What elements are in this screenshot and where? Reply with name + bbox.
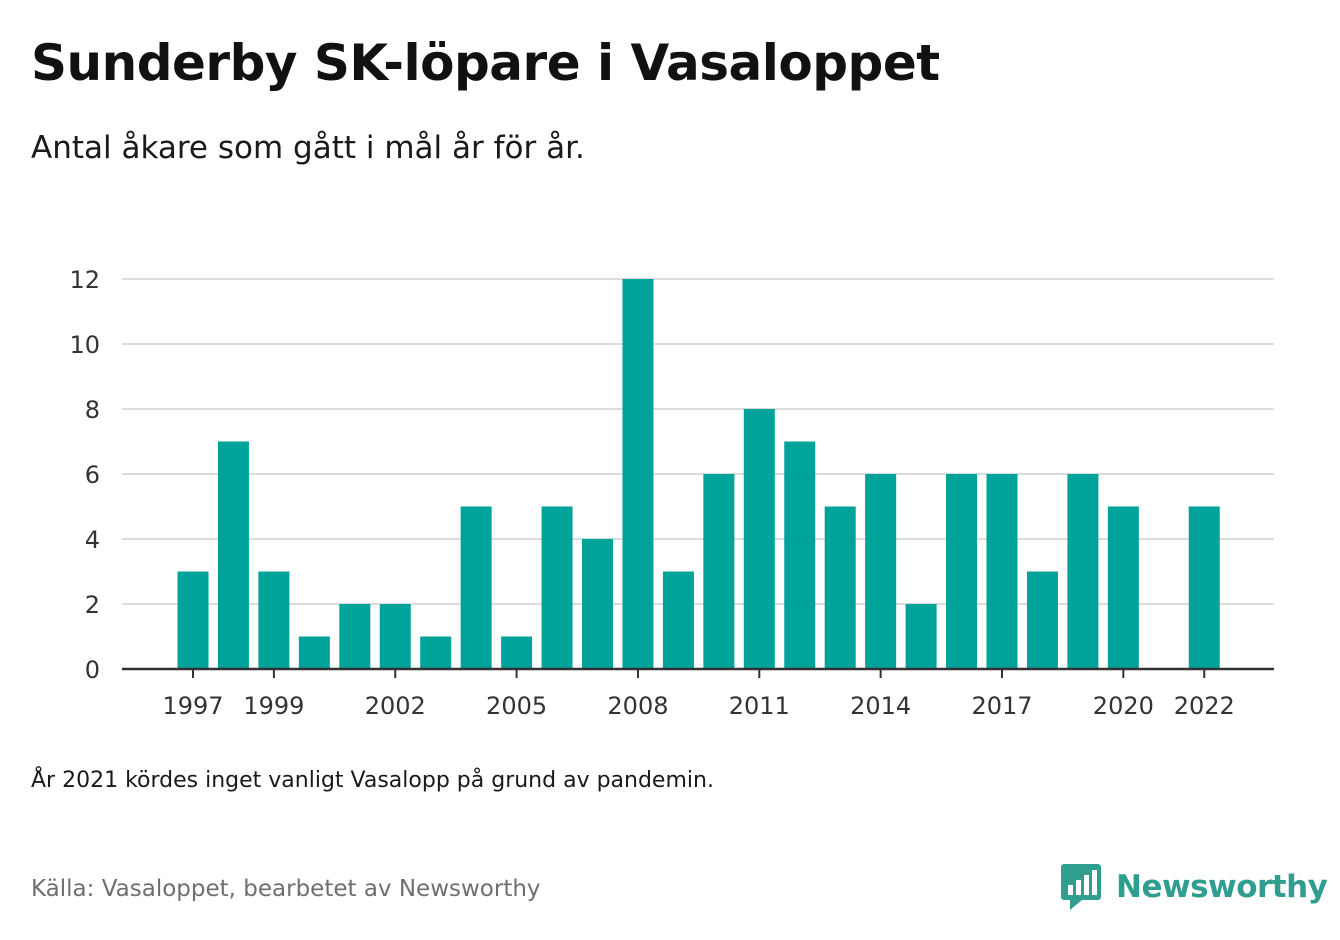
bar-2000 [298, 636, 330, 669]
y-tick-label-8: 8 [85, 396, 100, 424]
x-tick-label-1999: 1999 [243, 692, 304, 720]
x-tick-label-2017: 2017 [971, 692, 1032, 720]
axes: 0 2 4 6 8 10 12 1997 1999 2002 2005 2008 2011 2014 201… [69, 266, 1274, 720]
bars [177, 279, 1220, 669]
bar-2008 [622, 279, 654, 669]
bar-2010 [703, 474, 735, 669]
source-credit: Källa: Vasaloppet, bearbetet av Newswort… [31, 876, 541, 902]
bar-1999 [258, 571, 290, 669]
newsworthy-logo-icon [1061, 864, 1101, 910]
bar-2022 [1188, 506, 1220, 669]
bar-1998 [217, 441, 249, 669]
bar-1997 [177, 571, 209, 669]
x-tick-label-2014: 2014 [850, 692, 911, 720]
bar-chart: 0 2 4 6 8 10 12 1997 1999 2002 2005 2008 2011 2014 201… [69, 266, 1274, 720]
bar-2009 [662, 571, 694, 669]
x-tick-label-2008: 2008 [607, 692, 668, 720]
y-tick-label-10: 10 [69, 331, 100, 359]
bar-2014 [865, 474, 897, 669]
y-tick-label-6: 6 [85, 461, 100, 489]
x-tick-label-2020: 2020 [1093, 692, 1154, 720]
brand-logo: Newsworthy [1060, 862, 1328, 912]
bar-2013 [824, 506, 856, 669]
bar-2017 [986, 474, 1018, 669]
y-tick-label-4: 4 [85, 526, 100, 554]
x-tick-label-2005: 2005 [486, 692, 547, 720]
chart-title: Sunderby SK-löpare i Vasaloppet [31, 34, 940, 92]
bar-2020 [1107, 506, 1139, 669]
bar-2012 [784, 441, 816, 669]
x-tick-label-2002: 2002 [365, 692, 426, 720]
bar-2001 [339, 604, 371, 669]
bar-2019 [1067, 474, 1099, 669]
footnote: År 2021 kördes inget vanligt Vasalopp på… [31, 768, 714, 793]
bar-2002 [379, 604, 411, 669]
x-tick-label-1997: 1997 [162, 692, 223, 720]
bar-2005 [501, 636, 533, 669]
y-tick-label-2: 2 [85, 591, 100, 619]
chart-subtitle: Antal åkare som gått i mål år för år. [31, 130, 585, 166]
y-tick-label-0: 0 [85, 656, 100, 684]
bar-2015 [905, 604, 937, 669]
gridlines [122, 278, 1274, 605]
x-tick-label-2011: 2011 [729, 692, 790, 720]
bar-2011 [743, 409, 775, 669]
bar-2004 [460, 506, 492, 669]
brand-name: Newsworthy [1116, 869, 1328, 905]
bar-2007 [582, 539, 613, 669]
bar-2018 [1026, 571, 1058, 669]
y-tick-label-12: 12 [69, 266, 100, 294]
bar-2016 [946, 474, 978, 669]
x-tick-label-2022: 2022 [1174, 692, 1235, 720]
bar-2006 [541, 506, 573, 669]
bar-2003 [420, 636, 452, 669]
